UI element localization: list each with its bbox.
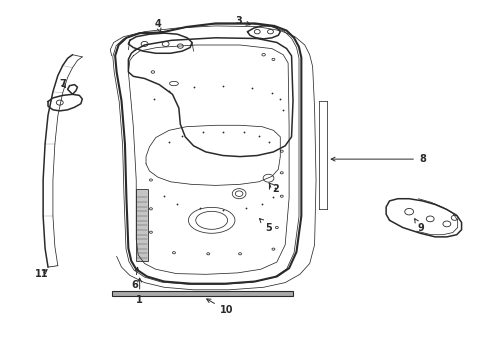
Text: 2: 2: [269, 183, 279, 194]
Text: 9: 9: [415, 219, 424, 233]
Text: 3: 3: [236, 16, 250, 26]
Bar: [136, 189, 148, 261]
Text: 10: 10: [207, 299, 233, 315]
Text: 4: 4: [154, 19, 161, 32]
Bar: [112, 291, 293, 296]
Text: 7: 7: [59, 78, 66, 89]
Text: 6: 6: [131, 267, 139, 290]
Text: 11: 11: [35, 269, 49, 279]
Text: 5: 5: [260, 219, 272, 233]
Text: 1: 1: [136, 278, 143, 305]
Text: 8: 8: [331, 154, 426, 164]
